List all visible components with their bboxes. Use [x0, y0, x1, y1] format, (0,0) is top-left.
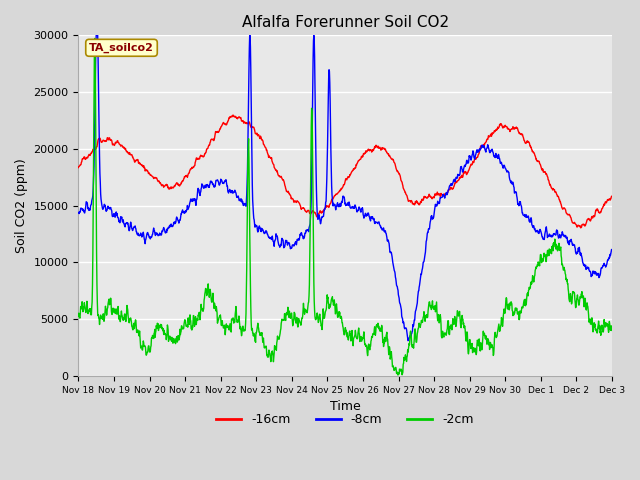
Title: Alfalfa Forerunner Soil CO2: Alfalfa Forerunner Soil CO2 [242, 15, 449, 30]
Legend: -16cm, -8cm, -2cm: -16cm, -8cm, -2cm [211, 408, 479, 431]
Y-axis label: Soil CO2 (ppm): Soil CO2 (ppm) [15, 158, 28, 253]
Text: TA_soilco2: TA_soilco2 [89, 43, 154, 53]
X-axis label: Time: Time [330, 400, 360, 413]
